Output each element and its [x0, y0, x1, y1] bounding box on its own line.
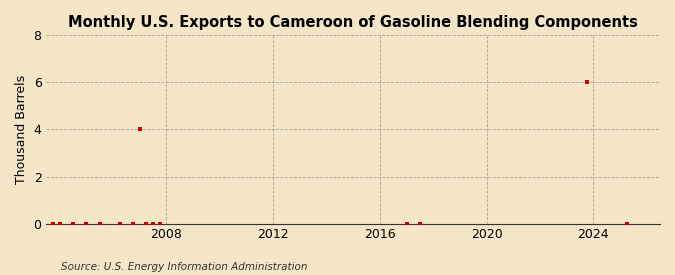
Point — [48, 221, 59, 226]
Point — [148, 221, 159, 226]
Point — [114, 221, 125, 226]
Point — [128, 221, 138, 226]
Point — [95, 221, 105, 226]
Y-axis label: Thousand Barrels: Thousand Barrels — [15, 75, 28, 184]
Point — [141, 221, 152, 226]
Point — [414, 221, 425, 226]
Point — [68, 221, 78, 226]
Point — [134, 127, 145, 132]
Point — [155, 221, 165, 226]
Point — [621, 221, 632, 226]
Point — [55, 221, 65, 226]
Point — [581, 80, 592, 85]
Title: Monthly U.S. Exports to Cameroon of Gasoline Blending Components: Monthly U.S. Exports to Cameroon of Gaso… — [68, 15, 638, 30]
Point — [81, 221, 92, 226]
Text: Source: U.S. Energy Information Administration: Source: U.S. Energy Information Administ… — [61, 262, 307, 272]
Point — [401, 221, 412, 226]
